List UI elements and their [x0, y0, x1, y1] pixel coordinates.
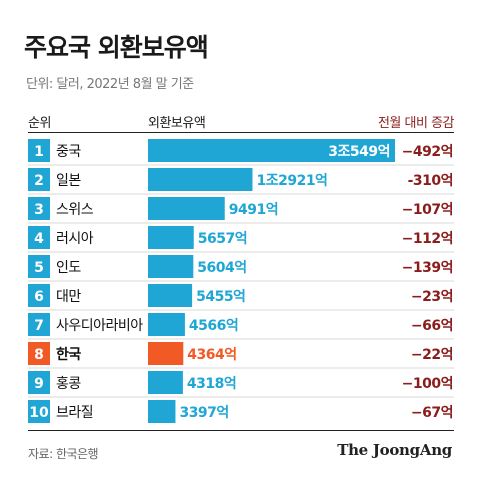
- value-label: 5604억: [197, 260, 246, 276]
- value-bar: [148, 197, 225, 220]
- unit-note: 단위: 달러, 2022년 8월 말 기준: [26, 77, 194, 92]
- country-label: 브라질: [56, 405, 93, 421]
- change-label: −492억: [402, 144, 453, 160]
- change-label: −23억: [411, 289, 453, 305]
- change-label: −66억: [411, 318, 453, 334]
- footer-divider: [28, 430, 454, 431]
- value-label: 4566억: [189, 318, 238, 334]
- value-bar: [148, 226, 194, 249]
- rank-label: 7: [34, 318, 44, 334]
- rank-label: 2: [34, 173, 44, 189]
- country-label: 사우디아라비아: [56, 318, 143, 334]
- header-change: 전월 대비 증감: [377, 116, 455, 131]
- rank-badge: [28, 255, 50, 278]
- header-divider: [28, 132, 454, 133]
- rank-label: 1: [34, 144, 44, 160]
- value-bar: [148, 139, 395, 162]
- rank-badge: [28, 284, 50, 307]
- change-label: −107억: [402, 202, 453, 218]
- value-label: 1조2921억: [256, 173, 327, 189]
- rank-label: 6: [34, 289, 44, 305]
- change-label: -310억: [408, 173, 453, 189]
- rank-badge: [28, 168, 50, 191]
- change-label: −112억: [402, 231, 453, 247]
- value-bar: [148, 371, 183, 394]
- value-bar: [148, 168, 253, 191]
- country-label: 러시아: [56, 231, 94, 247]
- rank-label: 3: [34, 202, 44, 218]
- value-bar: [148, 255, 194, 278]
- rank-label: 8: [34, 347, 44, 363]
- rank-badge: [28, 371, 50, 394]
- value-label: 4364억: [187, 347, 236, 363]
- value-label: 5657억: [198, 231, 247, 247]
- rank-badge: [28, 342, 50, 365]
- country-label: 중국: [56, 144, 81, 160]
- rank-label: 10: [29, 405, 49, 421]
- header-value: 외환보유액: [148, 116, 206, 131]
- rank-badge: [28, 226, 50, 249]
- change-label: −22억: [411, 347, 453, 363]
- rank-badge: [28, 400, 50, 423]
- change-label: −139억: [402, 260, 453, 276]
- country-label: 대만: [56, 289, 81, 305]
- header-rank: 순위: [28, 116, 51, 131]
- page-title: 주요국 외환보유액: [24, 33, 209, 62]
- rank-badge: [28, 313, 50, 336]
- change-label: −67억: [411, 405, 453, 421]
- rank-label: 5: [34, 260, 44, 276]
- source-note: 자료: 한국은행: [28, 447, 99, 461]
- value-label: 9491억: [229, 202, 278, 218]
- value-bar: [148, 342, 184, 365]
- value-label: 5455억: [196, 289, 245, 305]
- country-label: 일본: [56, 173, 81, 189]
- value-label: 3조549억: [328, 144, 390, 160]
- publisher-logo: The JoongAng: [337, 441, 452, 459]
- rank-badge: [28, 139, 50, 162]
- country-label: 한국: [56, 347, 81, 363]
- rank-label: 9: [34, 376, 44, 392]
- value-label: 3397억: [179, 405, 228, 421]
- country-label: 스위스: [56, 202, 94, 218]
- value-bar: [148, 284, 193, 307]
- value-bar: [148, 313, 185, 336]
- country-label: 홍콩: [56, 376, 81, 392]
- change-label: −100억: [402, 376, 453, 392]
- value-bar: [148, 400, 176, 423]
- value-label: 4318억: [187, 376, 236, 392]
- country-label: 인도: [56, 260, 81, 276]
- rank-badge: [28, 197, 50, 220]
- rank-label: 4: [34, 231, 44, 247]
